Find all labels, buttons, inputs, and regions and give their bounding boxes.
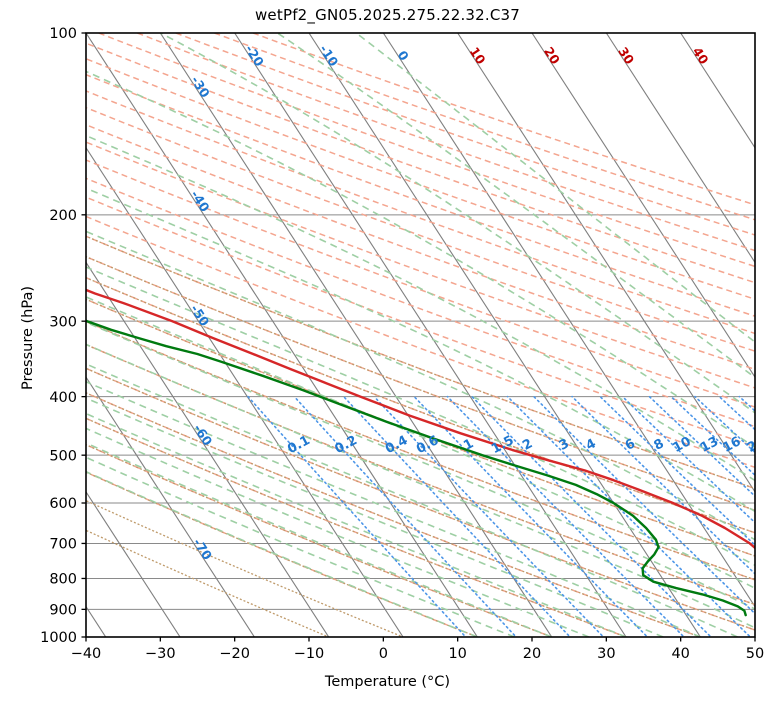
- moist-adiabat-line: [86, 296, 755, 590]
- mixing-ratio-label: 20: [745, 434, 768, 456]
- dry-adiabat-line-tan: [86, 298, 755, 557]
- dry-adiabat-line: [175, 33, 755, 236]
- dry-adiabat-line-tan: [86, 444, 552, 637]
- mixing-ratio-line: [599, 395, 755, 547]
- dry-adiabat-line: [98, 33, 755, 268]
- x-tick-label: −20: [219, 646, 250, 662]
- dry-adiabat-line: [86, 276, 755, 534]
- x-tick-label: −40: [71, 646, 102, 662]
- y-tick-label: 500: [49, 448, 77, 464]
- y-tick-label: 900: [49, 603, 77, 619]
- moist-adiabat-line: [86, 230, 755, 541]
- dry-adiabat-line: [86, 73, 755, 317]
- isotherm-line: [86, 376, 255, 637]
- dry-adiabat-line: [86, 343, 755, 606]
- x-tick-label: 20: [523, 646, 541, 662]
- isotherm-line: [86, 261, 330, 637]
- mixing-ratio-line: [760, 397, 775, 650]
- x-tick-label: 50: [746, 646, 764, 662]
- mixing-ratio-label: 13: [698, 434, 721, 456]
- moist-adiabat-line: [160, 33, 755, 414]
- moist-adiabat-line: [86, 363, 738, 637]
- isotherm-line: [0, 33, 31, 637]
- isotherm-line: [308, 33, 701, 637]
- y-tick-label: 400: [49, 390, 77, 406]
- dry-adiabat-line: [252, 33, 755, 206]
- y-tick-label: 200: [49, 208, 77, 224]
- moist-adiabat-line: [86, 412, 627, 637]
- dry-adiabat-line-tan: [86, 320, 755, 581]
- dry-adiabat-line: [86, 159, 755, 408]
- mixing-ratio-line: [471, 395, 713, 637]
- dry-adiabat-line-tan: [86, 256, 755, 511]
- mixing-ratio-line: [373, 395, 605, 637]
- dry-adiabat-line-tan: [86, 367, 755, 631]
- x-tick-label: −30: [145, 646, 176, 662]
- mixing-ratio-label: 16: [720, 434, 743, 456]
- isotherm-line: [382, 33, 755, 608]
- moist-adiabat-line: [86, 187, 755, 513]
- dry-adiabat-line: [86, 196, 755, 448]
- isotherm-line: [680, 33, 755, 149]
- isotherm-line: [531, 33, 755, 379]
- moist-adiabat-line: [86, 456, 515, 637]
- mixing-ratio-line: [247, 395, 467, 637]
- mixing-ratio-line: [648, 395, 755, 498]
- moist-adiabat-line: [86, 442, 552, 637]
- isotherm-line: [159, 33, 553, 637]
- dry-adiabat-line: [86, 123, 755, 371]
- mixing-ratio-line: [670, 395, 755, 477]
- x-axis-label: Temperature (°C): [324, 674, 451, 690]
- plot-frame: [85, 32, 756, 638]
- isotherm-line: [754, 33, 755, 35]
- mixing-ratio-line: [342, 395, 572, 637]
- x-tick-label: 10: [448, 646, 466, 662]
- dry-adiabat-line: [86, 106, 755, 352]
- dry-adiabat-line-tan: [86, 417, 627, 637]
- mixing-ratio-line: [446, 395, 686, 637]
- y-tick-label: 800: [49, 572, 77, 588]
- page-title: wetPf2_GN05.2025.275.22.32.C37: [254, 6, 521, 24]
- moist-adiabat-line: [277, 33, 755, 379]
- moist-adiabat-line: [86, 321, 755, 610]
- y-tick-label: 600: [49, 496, 77, 512]
- mixing-ratio-label: 10: [671, 434, 694, 456]
- y-tick-label: 100: [49, 26, 77, 42]
- moist-adiabat-line: [86, 427, 590, 637]
- moist-adiabat-line: [86, 397, 664, 637]
- mixing-ratio-line: [533, 395, 755, 615]
- x-tick-label: 30: [597, 646, 615, 662]
- isotherm-line: [234, 33, 627, 637]
- x-tick-label: 40: [671, 646, 689, 662]
- y-tick-label: 1000: [40, 630, 77, 646]
- dry-adiabat-line-tan: [86, 529, 329, 637]
- isotherm-line: [605, 33, 755, 264]
- y-tick-label: 300: [49, 314, 77, 330]
- mixing-ratio-line: [293, 395, 518, 637]
- x-tick-label: 0: [379, 646, 388, 662]
- isotherm-line: [86, 490, 181, 637]
- mixing-ratio-line: [413, 395, 649, 637]
- dewpoint-curve: [86, 319, 747, 617]
- y-tick-label: 700: [49, 537, 77, 553]
- moist-adiabat-line: [86, 70, 755, 449]
- x-tick-label: −10: [294, 646, 325, 662]
- dry-adiabat-line: [86, 42, 755, 284]
- moist-adiabat-line: [355, 33, 755, 344]
- mixing-ratio-line: [571, 395, 755, 575]
- grid-and-curves: -70-60-50-40-30-20 -10 0 10 20 30 400.1 0.2 0.4 0…: [0, 33, 775, 650]
- temperature-curve: [86, 288, 755, 550]
- mixing-ratio-line: [506, 395, 752, 637]
- dry-adiabat-line: [86, 215, 755, 469]
